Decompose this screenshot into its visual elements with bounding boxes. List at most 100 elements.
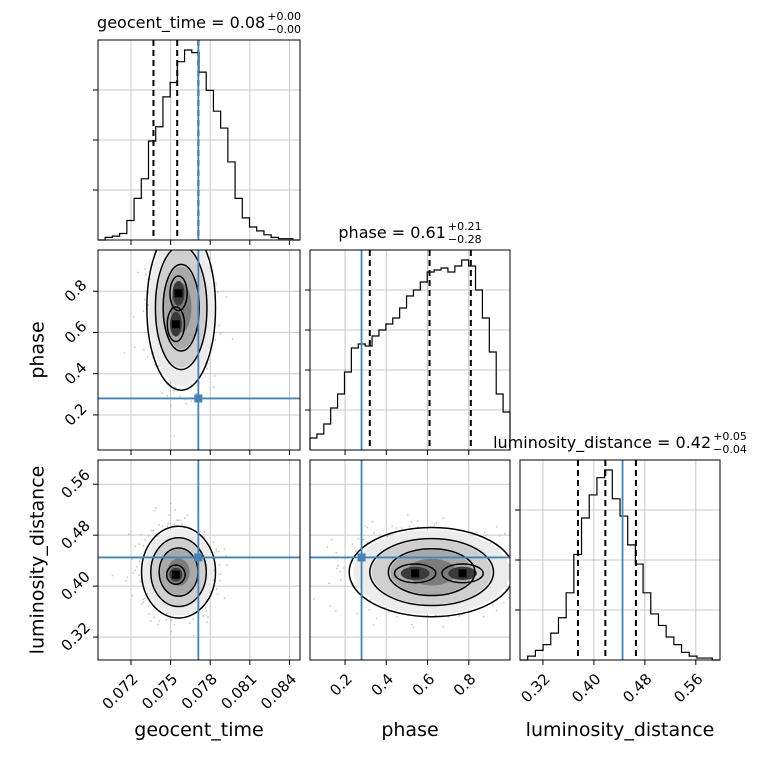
scatter-point [169, 522, 172, 525]
scatter-point [411, 623, 413, 626]
scatter-point [369, 599, 372, 601]
scatter-point [175, 519, 178, 522]
scatter-point [355, 550, 357, 552]
contour-line [393, 563, 437, 584]
scatter-point [215, 588, 218, 591]
scatter-point [111, 574, 114, 577]
scatter-point [174, 204, 176, 206]
scatter-point [174, 386, 177, 389]
scatter-point [205, 610, 208, 613]
contour-line [441, 563, 484, 584]
scatter-point [184, 517, 187, 520]
x-tick-label-luminosity_distance: 0.32 [517, 670, 553, 706]
panel-frame [97, 459, 301, 661]
contour-line [348, 526, 510, 618]
scatter-point [135, 565, 138, 568]
scatter-point [134, 569, 137, 572]
scatter-point [218, 324, 221, 327]
scatter-point [143, 298, 146, 301]
scatter-point [491, 604, 494, 606]
y-axis-label-phase: phase [27, 321, 49, 378]
x-axis-label-phase: phase [381, 719, 438, 741]
scatter-point [442, 625, 445, 628]
x-tick-label-phase: 0.8 [450, 670, 480, 700]
x-tick-label-geocent_time: 0.072 [99, 670, 142, 713]
scatter-point [207, 616, 209, 618]
scatter-point [207, 244, 209, 246]
y-tick-label-phase: 0.8 [61, 276, 91, 306]
scatter-point [170, 630, 173, 633]
scatter-point [517, 589, 519, 591]
x-tick-label-geocent_time: 0.078 [178, 670, 221, 713]
scatter-point [123, 352, 126, 354]
scatter-point [146, 355, 149, 358]
scatter-point [356, 612, 359, 615]
scatter-point [216, 291, 219, 294]
scatter-point [171, 149, 173, 151]
scatter-point [410, 520, 413, 523]
scatter-point [180, 519, 183, 521]
x-tick-label-luminosity_distance: 0.48 [619, 670, 655, 706]
scatter-point [502, 601, 505, 604]
y-tick-label-phase: 0.2 [61, 400, 91, 430]
scatter-point [513, 597, 515, 599]
scatter-point [199, 246, 201, 248]
scatter-point [179, 395, 182, 398]
scatter-point [337, 564, 339, 567]
scatter-point [498, 535, 501, 537]
scatter-point [170, 619, 173, 622]
scatter-point [218, 563, 221, 566]
scatter-point [184, 242, 186, 244]
panel-title-text: luminosity_distance = 0.42 [493, 433, 711, 453]
scatter-point [217, 550, 220, 553]
scatter-point [139, 558, 142, 560]
scatter-point [161, 392, 163, 394]
x-tick-label-geocent_time: 0.075 [138, 670, 181, 713]
panel-frame [309, 459, 511, 661]
scatter-point [412, 626, 414, 629]
density-peak [171, 570, 180, 579]
scatter-point [329, 605, 332, 607]
scatter-point [161, 241, 163, 243]
scatter-point [167, 523, 170, 525]
scatter-point [386, 535, 389, 538]
scatter-point [215, 548, 218, 551]
scatter-point [157, 244, 159, 246]
scatter-point [335, 551, 338, 554]
y-tick-label-luminosity_distance: 0.32 [57, 619, 93, 655]
truth-marker [194, 394, 203, 403]
panel-title-text: geocent_time = 0.08 [97, 13, 265, 33]
scatter-point [496, 525, 498, 528]
scatter-point [169, 382, 172, 385]
scatter-point [513, 569, 515, 571]
scatter-point [213, 386, 216, 389]
scatter-point [391, 525, 393, 528]
scatter-point [165, 618, 168, 621]
scatter-point [173, 623, 176, 626]
scatter-point [133, 346, 136, 349]
scatter-point [495, 609, 498, 612]
y-tick-label-luminosity_distance: 0.48 [57, 517, 93, 553]
scatter-point [138, 543, 141, 546]
truth-marker [194, 553, 203, 562]
y-tick-label-phase: 0.4 [61, 359, 91, 389]
scatter-point [400, 527, 403, 529]
scatter-point [173, 435, 176, 437]
scatter-point [158, 236, 160, 238]
scatter-point [330, 538, 333, 541]
scatter-point [181, 522, 183, 525]
scatter-point [434, 614, 437, 617]
scatter-point [134, 545, 136, 548]
truth-marker [357, 553, 366, 562]
scatter-point [475, 531, 478, 533]
frames-layer [93, 39, 721, 665]
scatter-point [372, 624, 375, 626]
scatter-point [190, 219, 192, 221]
density-panel-luminosity_distance-vs-geocent_time [111, 502, 228, 637]
scatter-point [142, 310, 145, 312]
scatter-point [150, 529, 153, 532]
scatter-point [395, 527, 397, 529]
contour-line [369, 537, 495, 607]
scatter-point [215, 550, 218, 553]
